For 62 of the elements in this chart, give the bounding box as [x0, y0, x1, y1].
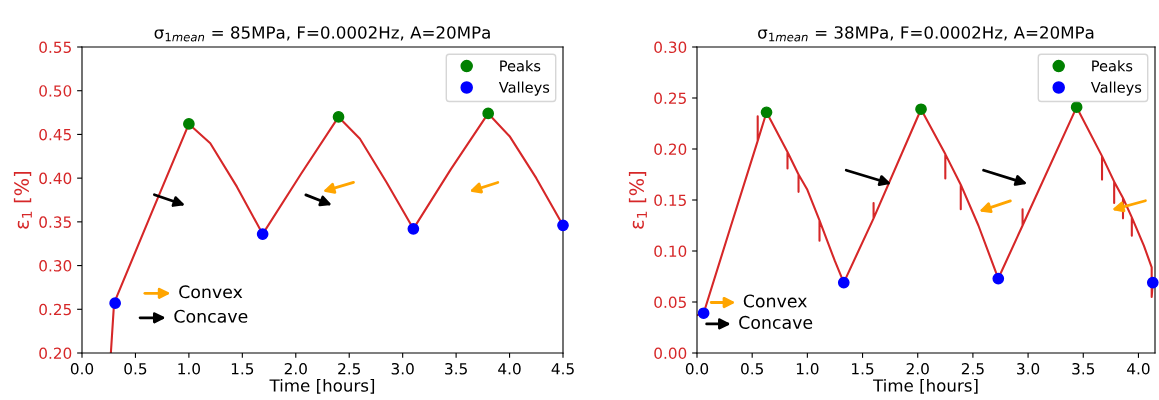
legend-label: Peaks: [500, 60, 541, 72]
x-tick-label: 2.0: [284, 362, 307, 375]
legend-label: Valleys: [498, 81, 550, 96]
y-tick-label: 0.35: [39, 216, 71, 228]
x-tick-label: 2.5: [338, 362, 361, 375]
point: [332, 111, 345, 123]
point: [760, 106, 773, 119]
point: [407, 223, 420, 235]
x-tick-label: 0.0: [685, 362, 709, 375]
chart-title: σ$_{1mean}$ = 38MPa, F=0.0002Hz, A=20MPa: [758, 26, 1094, 42]
y-tick-label: 0.10: [654, 245, 687, 258]
y-tick-label: 0.50: [39, 85, 72, 97]
point: [482, 107, 495, 120]
y-tick-label: 0.40: [39, 172, 72, 185]
x-tick-label: 4.5: [551, 363, 574, 375]
y-axis-title: ε$_{1}$ [%]: [13, 171, 32, 229]
point: [256, 228, 269, 240]
x-tick-label: 1.5: [231, 363, 254, 375]
y-tick-label: 0.20: [39, 347, 72, 360]
point: [837, 276, 850, 289]
x-tick-label: 1.0: [796, 362, 819, 375]
x-tick-label: 2.5: [961, 362, 984, 375]
x-tick-label: 2.0: [906, 362, 929, 375]
y-tick-label: 0.20: [654, 143, 687, 156]
point: [697, 307, 710, 320]
x-tick-label: 1.5: [852, 363, 874, 375]
legend-label: Peaks: [1092, 60, 1133, 72]
point: [557, 219, 569, 232]
y-tick-label: 0.30: [654, 41, 687, 54]
point: [183, 118, 195, 130]
y-tick-label: 0.00: [654, 347, 687, 360]
annotation: Convex: [743, 294, 807, 308]
annotation: Concave: [174, 309, 248, 323]
x-tick-label: 3.0: [391, 362, 414, 375]
x-axis-title: Time [hours]: [269, 378, 375, 394]
y-tick-label: 0.25: [654, 92, 686, 105]
legend-label: Valleys: [1090, 81, 1142, 96]
x-tick-label: 3.5: [445, 362, 467, 375]
chart-title: σ$_{1mean}$ = 85MPa, F=0.0002Hz, A=20MPa: [154, 26, 490, 42]
x-tick-label: 3.5: [1072, 362, 1095, 375]
x-tick-label: 0.5: [741, 362, 763, 375]
x-tick-label: 0.5: [124, 362, 147, 375]
point: [915, 103, 927, 116]
point: [1146, 276, 1159, 289]
point: [1070, 101, 1083, 114]
y-tick-label: 0.25: [39, 303, 71, 316]
point: [109, 297, 121, 310]
point: [992, 272, 1005, 285]
x-tick-label: 4.0: [1127, 362, 1150, 375]
x-tick-label: 1.0: [178, 362, 201, 375]
y-axis-title: ε$_{1}$ [%]: [628, 171, 647, 229]
y-tick-label: 0.15: [654, 194, 686, 207]
annotation: Convex: [179, 285, 243, 299]
y-tick-label: 0.55: [39, 41, 71, 54]
x-tick-label: 0.0: [70, 362, 94, 375]
x-tick-label: 3.0: [1017, 362, 1040, 375]
x-axis-title: Time [hours]: [872, 378, 978, 394]
annotation: Concave: [739, 315, 813, 329]
y-tick-label: 0.05: [654, 296, 686, 309]
y-tick-label: 0.30: [39, 260, 72, 272]
x-tick-label: 4.0: [498, 362, 521, 375]
y-tick-label: 0.45: [39, 128, 71, 141]
